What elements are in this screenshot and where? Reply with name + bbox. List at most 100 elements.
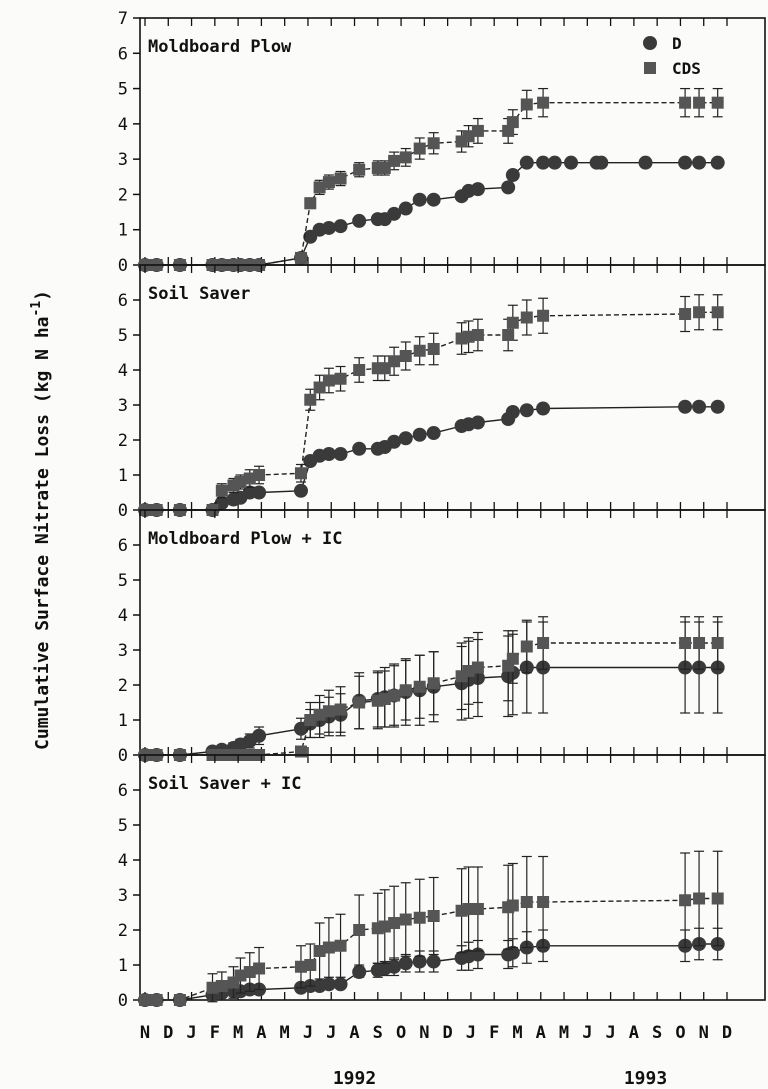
- data-point-cds: [353, 364, 366, 376]
- data-point-d: [333, 977, 348, 992]
- x-month-label: J: [326, 1023, 336, 1043]
- data-point-cds: [537, 309, 550, 322]
- y-tick-label: 1: [118, 956, 128, 976]
- legend-label-d: D: [672, 34, 682, 53]
- data-point-cds: [679, 894, 692, 907]
- panel-frame: [139, 754, 766, 1001]
- x-month-label: J: [582, 1023, 592, 1043]
- data-point-cds: [234, 969, 247, 982]
- y-tick-label: 4: [118, 606, 128, 626]
- data-point-d: [692, 399, 707, 414]
- data-point-cds: [294, 960, 307, 973]
- y-tick-label: 6: [118, 44, 128, 64]
- data-point-d: [333, 447, 348, 461]
- y-tick-label: 5: [118, 326, 128, 346]
- data-point-d: [352, 965, 367, 979]
- data-point-cds: [471, 124, 484, 137]
- data-point-d: [333, 219, 348, 234]
- data-point-d: [505, 168, 520, 183]
- data-point-cds: [322, 941, 335, 954]
- data-point-d: [398, 201, 413, 216]
- data-point-cds: [313, 945, 326, 957]
- data-point-d: [470, 182, 485, 197]
- panel-title: Moldboard Plow + IC: [148, 529, 342, 549]
- x-month-label: J: [303, 1023, 313, 1043]
- data-point-d: [710, 399, 725, 414]
- data-point-cds: [506, 116, 519, 129]
- data-point-d: [564, 155, 579, 170]
- data-point-cds: [462, 130, 475, 143]
- data-point-cds: [322, 176, 335, 189]
- y-tick-label: 1: [118, 221, 128, 241]
- data-point-cds: [304, 959, 317, 971]
- x-month-label: N: [140, 1023, 150, 1043]
- x-year-label: 1993: [624, 1068, 667, 1089]
- y-tick-label: 0: [118, 991, 128, 1011]
- legend-marker-d: [643, 36, 657, 50]
- y-tick-label: 6: [118, 536, 128, 556]
- x-month-label: M: [559, 1023, 569, 1043]
- data-point-cds: [711, 637, 724, 649]
- panel-title: Soil Saver + IC: [148, 774, 302, 794]
- data-point-cds: [502, 124, 515, 137]
- data-point-d: [293, 483, 308, 498]
- data-point-cds: [506, 316, 519, 329]
- data-point-d: [398, 431, 413, 446]
- y-axis-label-close: ): [32, 290, 53, 301]
- data-point-cds: [537, 96, 550, 109]
- data-point-cds: [334, 703, 347, 716]
- data-point-d: [501, 180, 516, 195]
- series-line-d: [145, 161, 718, 266]
- data-point-cds: [388, 154, 401, 167]
- data-point-cds: [679, 96, 692, 109]
- y-axis-label: Cumulative Surface Nitrate Loss (kg N ha…: [29, 290, 53, 750]
- data-point-cds: [537, 896, 550, 908]
- y-tick-label: 3: [118, 886, 128, 906]
- y-tick-label: 5: [118, 816, 128, 836]
- data-point-cds: [413, 911, 426, 924]
- data-point-d: [426, 192, 441, 207]
- x-month-label: A: [349, 1023, 359, 1043]
- y-tick-label: 5: [118, 80, 128, 100]
- y-axis-label-main: Cumulative Surface Nitrate Loss (kg N ha: [32, 317, 53, 750]
- data-point-d: [352, 213, 367, 228]
- data-point-cds: [378, 161, 391, 174]
- data-point-cds: [313, 708, 326, 721]
- data-point-cds: [413, 680, 426, 693]
- y-tick-label: 3: [118, 641, 128, 661]
- data-point-cds: [215, 484, 228, 497]
- data-point-cds: [378, 362, 391, 375]
- data-point-cds: [313, 381, 326, 394]
- y-tick-label: 0: [118, 256, 128, 276]
- data-point-cds: [506, 899, 519, 912]
- data-point-cds: [462, 330, 475, 343]
- data-point-d: [387, 959, 402, 974]
- y-tick-label: 2: [118, 921, 128, 941]
- x-month-label: O: [675, 1023, 685, 1043]
- data-point-d: [321, 447, 336, 461]
- x-month-label: D: [163, 1023, 173, 1043]
- data-point-cds: [215, 980, 228, 992]
- data-point-cds: [322, 705, 335, 718]
- x-month-label: O: [396, 1023, 406, 1043]
- y-tick-label: 0: [118, 501, 128, 521]
- x-month-label: A: [629, 1023, 639, 1043]
- y-tick-label: 2: [118, 185, 128, 205]
- data-point-cds: [399, 350, 412, 362]
- data-point-cds: [520, 896, 533, 908]
- data-point-cds: [413, 142, 426, 155]
- data-point-cds: [679, 308, 692, 320]
- x-month-label: M: [512, 1023, 522, 1043]
- data-point-d: [387, 206, 402, 221]
- x-month-label: M: [233, 1023, 243, 1043]
- y-tick-label: 2: [118, 431, 128, 451]
- x-month-label: D: [722, 1023, 732, 1043]
- data-point-cds: [253, 962, 266, 975]
- x-month-label: F: [210, 1023, 220, 1043]
- y-tick-label: 3: [118, 396, 128, 416]
- data-point-d: [412, 954, 427, 969]
- data-point-cds: [334, 372, 347, 385]
- y-tick-label: 3: [118, 150, 128, 170]
- data-point-d: [519, 155, 534, 170]
- data-point-cds: [471, 903, 484, 915]
